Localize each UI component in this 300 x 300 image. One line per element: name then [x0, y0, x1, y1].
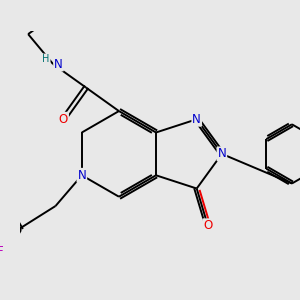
Text: O: O	[59, 113, 68, 126]
Text: N: N	[54, 58, 63, 70]
Text: N: N	[192, 113, 201, 126]
Text: H: H	[42, 54, 50, 64]
Text: N: N	[77, 169, 86, 182]
Text: O: O	[203, 219, 212, 232]
Text: F: F	[0, 244, 3, 257]
Text: N: N	[218, 147, 226, 161]
